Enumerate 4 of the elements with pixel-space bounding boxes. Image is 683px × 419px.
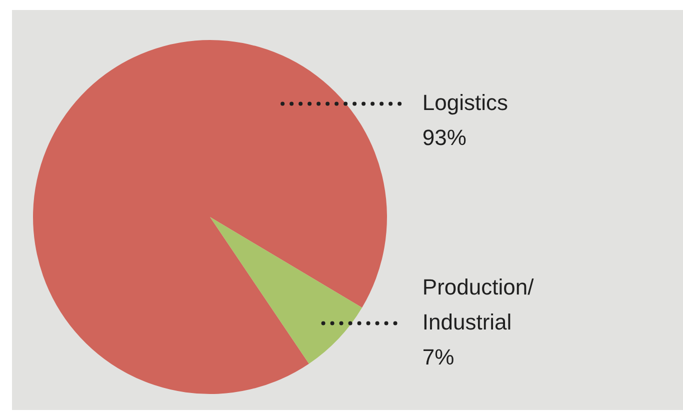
slice-label: Production/Industrial: [422, 274, 535, 334]
slice-label: Logistics: [422, 90, 508, 115]
data-label: 7%: [422, 344, 454, 370]
data-label: 93%: [422, 124, 466, 150]
